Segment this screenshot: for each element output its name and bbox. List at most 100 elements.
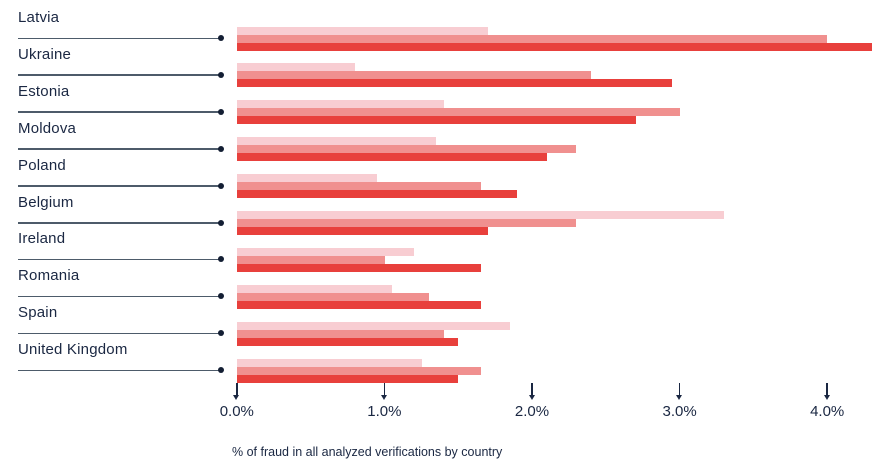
tick-line [383, 383, 386, 395]
leader-line [18, 148, 219, 150]
axis-tick-label: 4.0% [810, 403, 845, 420]
leader-dot [218, 71, 224, 78]
leader-line [18, 37, 219, 39]
medium-pink-bar [237, 34, 828, 43]
chart-row: Moldova [0, 119, 882, 162]
light-pink-bar [237, 100, 444, 109]
medium-pink-bar [237, 219, 577, 227]
axis-tick: 1.0% [367, 383, 401, 473]
bar-group [237, 26, 872, 51]
medium-pink-bar [237, 255, 385, 264]
light-pink-bar [237, 137, 437, 146]
leader-dot [218, 367, 224, 374]
chart-row: Ukraine [0, 45, 882, 88]
dark-red-bar [237, 79, 673, 88]
light-pink-bar [237, 358, 422, 367]
dark-red-bar [237, 374, 459, 383]
bar-group [237, 137, 577, 162]
medium-pink-bar [237, 145, 577, 154]
dark-red-bar [237, 116, 636, 125]
axis-tick-label: 2.0% [514, 403, 550, 420]
chart-row: Belgium [0, 193, 882, 235]
down-arrow-icon [823, 395, 830, 400]
country-label: Ukraine [18, 45, 72, 63]
dark-red-bar [237, 227, 488, 235]
light-pink-bar [237, 174, 378, 183]
leader-dot [218, 145, 224, 152]
leader-line [18, 185, 219, 187]
light-pink-bar [237, 284, 392, 293]
country-label: Spain [18, 304, 58, 322]
down-arrow-icon [380, 395, 387, 400]
axis-tick-label: 3.0% [662, 403, 697, 420]
country-label: Moldova [18, 119, 77, 137]
dark-red-bar [237, 42, 872, 51]
light-pink-bar [237, 211, 725, 219]
leader-line [18, 332, 219, 335]
axis-tick-label: 1.0% [367, 403, 402, 420]
leader-dot [218, 293, 224, 300]
tick-line [531, 383, 533, 395]
bar-group [237, 284, 481, 309]
medium-pink-bar [237, 108, 680, 117]
down-arrow-icon [676, 395, 683, 400]
leader-dot [218, 330, 224, 337]
chart-row: Ireland [0, 230, 882, 272]
country-label: Romania [18, 267, 80, 285]
light-pink-bar [237, 247, 415, 256]
light-pink-bar [237, 26, 488, 35]
light-pink-bar [237, 321, 511, 330]
axis-tick: 0.0% [220, 383, 254, 473]
bar-group [237, 174, 518, 199]
chart-row: Romania [0, 267, 882, 309]
leader-line [18, 222, 219, 224]
leader-dot [218, 182, 224, 189]
chart-row: United Kingdom [0, 341, 882, 383]
dark-red-bar [237, 300, 481, 309]
tick-line [678, 383, 681, 395]
dark-red-bar [237, 337, 459, 346]
axis-tick-label: 0.0% [219, 403, 254, 420]
country-label: Poland [18, 156, 66, 174]
axis-tick: 3.0% [662, 383, 697, 473]
dark-red-bar [237, 263, 481, 272]
medium-pink-bar [237, 182, 481, 191]
axis-caption: % of fraud in all analyzed verifications… [232, 445, 503, 459]
bar-group [237, 100, 680, 125]
medium-pink-bar [237, 329, 444, 338]
bar-group [237, 211, 725, 235]
country-label: Estonia [18, 82, 70, 100]
country-label: Ireland [18, 230, 66, 248]
bar-group [237, 63, 673, 88]
country-label: Belgium [18, 193, 74, 211]
bar-group [237, 358, 481, 383]
tick-line [236, 383, 238, 395]
country-label: Latvia [18, 9, 60, 26]
bar-group [237, 247, 481, 272]
leader-line [18, 295, 219, 298]
leader-dot [218, 35, 224, 41]
axis-tick: 4.0% [810, 383, 844, 473]
medium-pink-bar [237, 366, 481, 375]
leader-line [18, 74, 219, 76]
bar-group [237, 321, 511, 346]
leader-line [18, 258, 219, 261]
chart-row: Estonia [0, 82, 882, 125]
leader-dot [218, 108, 224, 115]
axis-tick: 2.0% [515, 383, 549, 473]
dark-red-bar [237, 190, 518, 199]
leader-dot [218, 256, 224, 263]
country-label: United Kingdom [18, 341, 128, 359]
light-pink-bar [237, 63, 356, 72]
chart-row: Poland [0, 156, 882, 199]
medium-pink-bar [237, 292, 429, 301]
dark-red-bar [237, 153, 547, 162]
leader-line [18, 111, 219, 113]
tick-line [826, 383, 828, 395]
down-arrow-icon [528, 395, 535, 400]
leader-line [18, 369, 219, 372]
chart-row: Latvia [0, 9, 882, 51]
down-arrow-icon [233, 395, 240, 400]
chart-row: Spain [0, 304, 882, 346]
